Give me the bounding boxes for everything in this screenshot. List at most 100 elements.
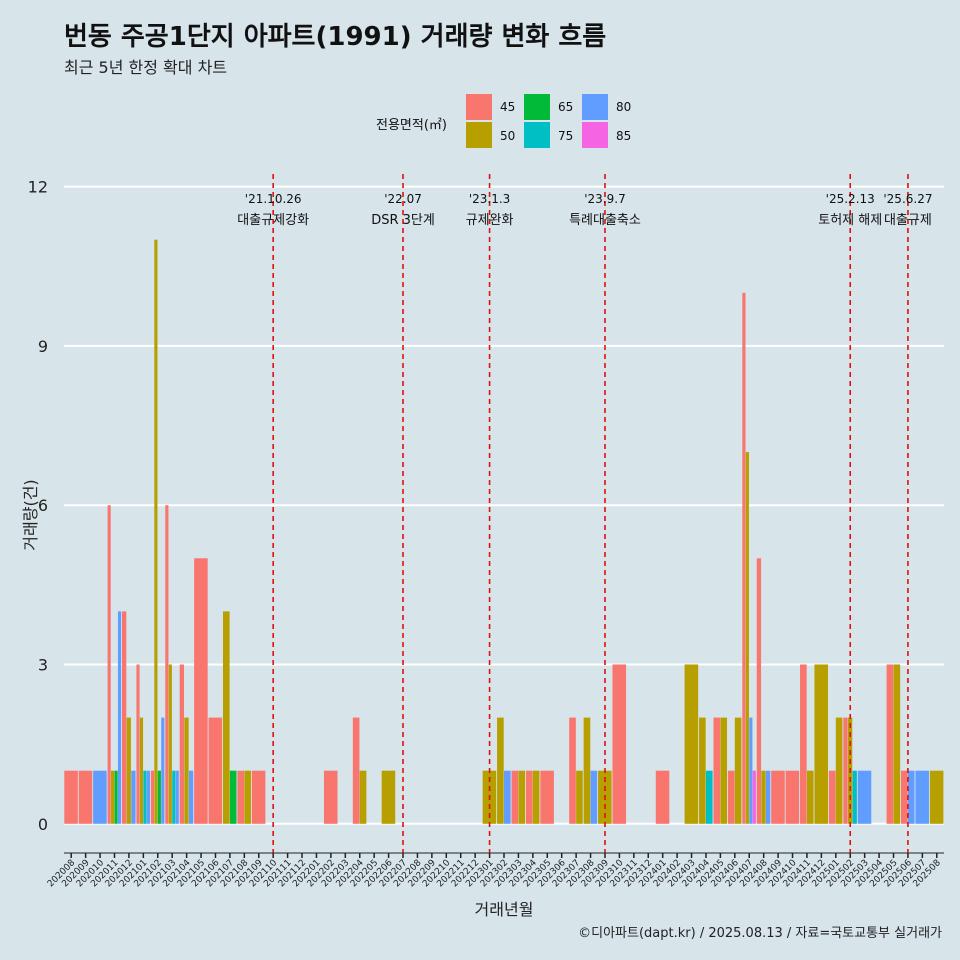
- bar-75-202404: [705, 770, 713, 824]
- legend-swatch-85: [582, 122, 608, 148]
- bar-65-202102: [157, 770, 161, 824]
- bar-50-202302: [497, 717, 504, 824]
- bar-80-202012: [131, 770, 136, 824]
- y-tick-label: 6: [38, 496, 48, 515]
- legend-swatch-50: [466, 122, 492, 148]
- bar-80-202302: [504, 770, 511, 824]
- bar-45-202307: [569, 717, 576, 824]
- bar-80-202408: [765, 770, 771, 824]
- bar-80-202103: [175, 770, 179, 824]
- bar-45-202303: [511, 770, 519, 824]
- bar-45-202505: [886, 664, 894, 824]
- legend-swatch-45: [466, 94, 492, 120]
- bar-45-202108: [237, 770, 245, 824]
- bar-50-202508: [929, 770, 944, 824]
- bar-45-202407: [742, 292, 746, 824]
- bar-80-202507: [915, 770, 929, 824]
- bar-75-202101: [143, 770, 147, 824]
- bar-50-202102: [154, 239, 158, 824]
- bar-50-202412: [814, 664, 829, 824]
- bar-50-202103: [168, 664, 172, 824]
- y-axis-title: 거래량(건): [21, 479, 40, 550]
- bar-80-202011: [117, 611, 122, 824]
- bar-65-202107: [229, 770, 237, 824]
- bar-50-202304: [532, 770, 540, 824]
- bar-50-202307: [576, 770, 583, 824]
- x-axis-title: 거래년월: [475, 900, 534, 919]
- legend-label-85: 85: [616, 129, 632, 143]
- bar-75-202103: [172, 770, 176, 824]
- bar-50-202108: [244, 770, 251, 824]
- bar-45-202011: [107, 505, 111, 824]
- bar-45-202008: [64, 770, 78, 824]
- legend-swatch-80: [582, 94, 608, 120]
- bar-80-202308: [590, 770, 598, 824]
- bar-50-202308: [583, 717, 591, 824]
- bar-45-202501: [828, 770, 836, 824]
- annotation-text: 특례대출축소: [569, 213, 641, 228]
- annotation-date: '25.6.27: [883, 192, 932, 206]
- y-tick-label: 0: [38, 815, 48, 834]
- bar-45-202304: [525, 770, 533, 824]
- bar-45-202310: [612, 664, 627, 824]
- bar-45-202106: [208, 717, 223, 824]
- bar-50-202101: [139, 717, 144, 824]
- y-tick-label: 12: [28, 178, 48, 197]
- annotation-text: 대출규제: [884, 213, 932, 228]
- bar-50-202501: [835, 717, 843, 824]
- annotation-text: 규제완화: [466, 213, 514, 228]
- bar-45-202410: [785, 770, 800, 824]
- bar-50-202011: [111, 770, 115, 824]
- annotation-date: '23.1.3: [469, 192, 510, 206]
- bar-80-202407: [749, 717, 753, 824]
- legend-label-45: 45: [500, 100, 516, 114]
- bar-50-202411: [806, 770, 814, 824]
- bar-45-202105: [194, 558, 208, 824]
- bar-45-202305: [540, 770, 554, 824]
- legend-label-75: 75: [558, 129, 574, 143]
- bar-50-202107: [222, 611, 230, 824]
- legend-label-80: 80: [616, 100, 632, 114]
- bar-80-202101: [146, 770, 150, 824]
- bar-50-202012: [126, 717, 131, 824]
- bar-50-202403: [684, 664, 699, 824]
- bar-45-202409: [771, 770, 785, 824]
- annotation-date: '25.2.13: [826, 192, 875, 206]
- bar-50-202104: [184, 717, 189, 824]
- bar-45-202202: [323, 770, 338, 824]
- bar-45-202408: [756, 558, 762, 824]
- chart-title: 번동 주공1단지 아파트(1991) 거래량 변화 흐름: [64, 22, 607, 52]
- y-tick-label: 9: [38, 337, 48, 356]
- bar-50-202405: [720, 717, 728, 824]
- bar-65-202011: [114, 770, 118, 824]
- bar-85-202407: [752, 770, 756, 824]
- bar-50-202206: [381, 770, 396, 824]
- bar-50-202406: [734, 717, 742, 824]
- bar-80-202010: [93, 770, 107, 824]
- caption: ©디아파트(dapt.kr) / 2025.08.13 / 자료=국토교통부 실…: [578, 926, 942, 941]
- bar-45-202102: [150, 770, 155, 824]
- y-tick-label: 3: [38, 655, 48, 674]
- bar-45-202401: [655, 770, 670, 824]
- bar-80-202503: [857, 770, 872, 824]
- annotation-date: '23.9.7: [584, 192, 625, 206]
- bar-45-202109: [251, 770, 266, 824]
- chart-subtitle: 최근 5년 한정 확대 차트: [64, 58, 228, 77]
- bar-50-202408: [761, 770, 766, 824]
- annotation-date: '21.10.26: [245, 192, 302, 206]
- legend-label-50: 50: [500, 129, 516, 143]
- bar-45-202101: [136, 664, 140, 824]
- legend-swatch-75: [524, 122, 550, 148]
- bar-45-202406: [727, 770, 735, 824]
- legend-label-65: 65: [558, 100, 574, 114]
- bar-75-202502: [852, 770, 857, 824]
- bar-45-202009: [78, 770, 93, 824]
- bar-45-202204: [352, 717, 360, 824]
- annotation-text: 대출규제강화: [237, 213, 309, 228]
- bar-50-202204: [359, 770, 367, 824]
- annotation-date: '22.07: [384, 192, 422, 206]
- bar-45-202405: [713, 717, 721, 824]
- bar-45-202104: [179, 664, 185, 824]
- bar-45-202502: [843, 717, 848, 824]
- bar-50-202505: [893, 664, 901, 824]
